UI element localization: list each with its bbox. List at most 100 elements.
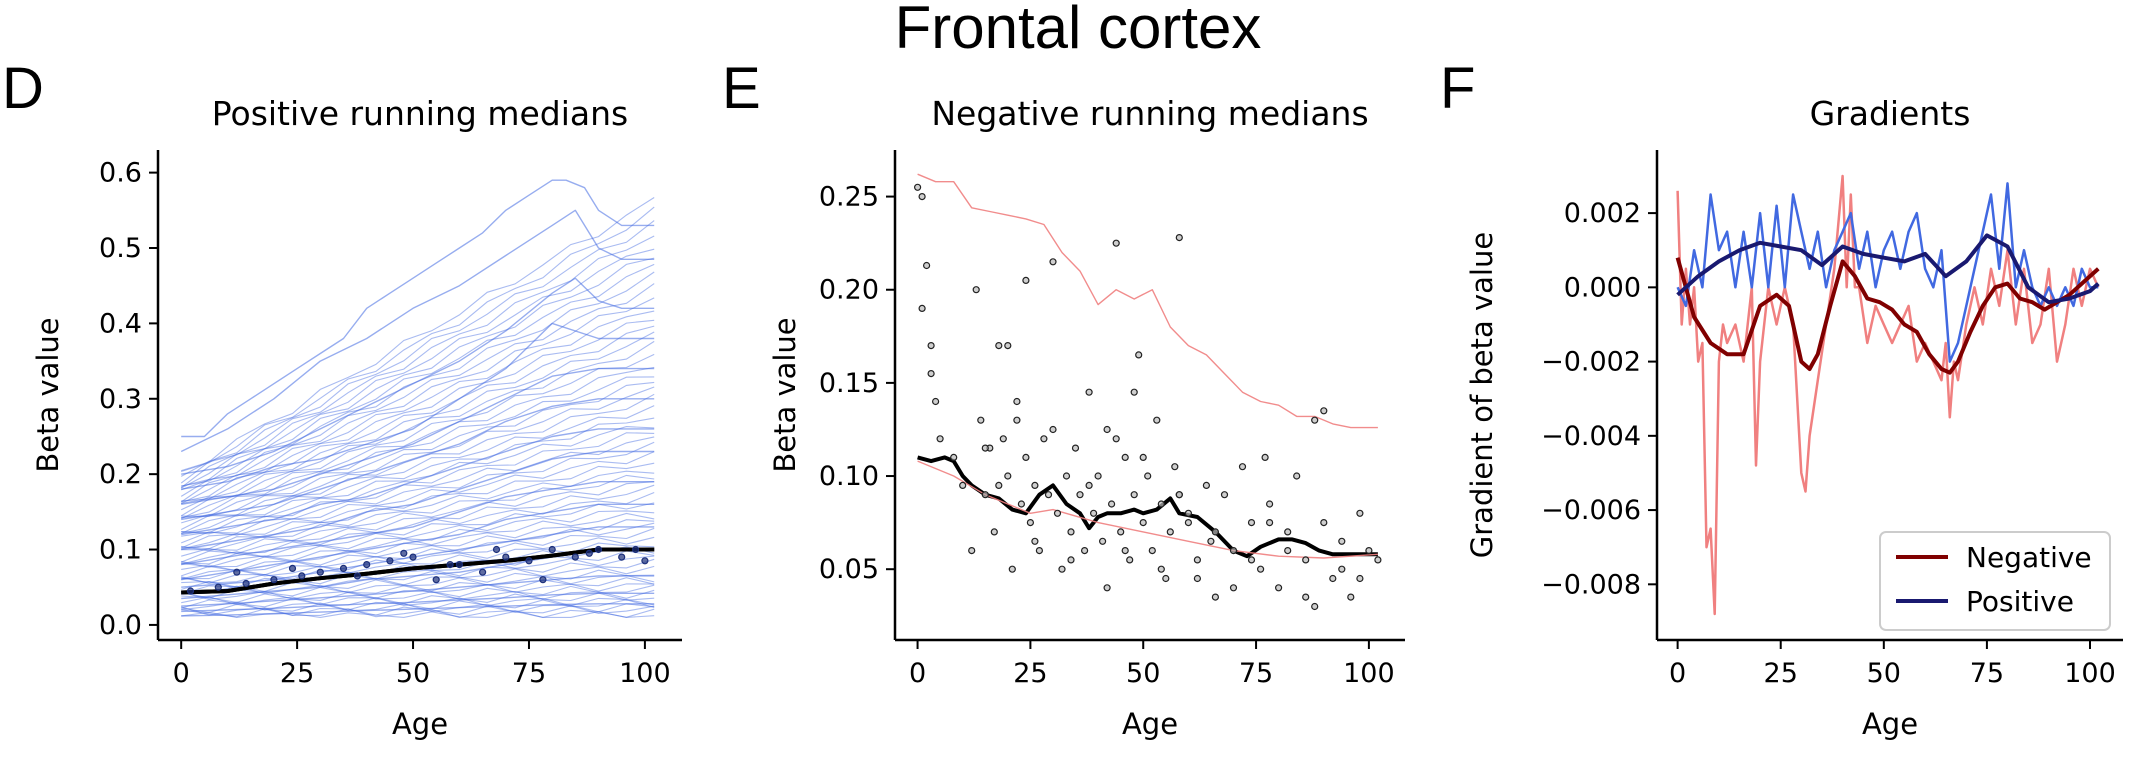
data-point-103	[1022, 276, 1030, 284]
data-point-20	[1022, 453, 1030, 461]
legend: Negative Positive	[1879, 531, 2111, 631]
data-point-25	[1044, 491, 1053, 499]
x-axis-label: Age	[1122, 707, 1178, 741]
data-point-46	[1139, 518, 1147, 527]
data-point-109	[1311, 416, 1319, 424]
y-axis-label: Beta value	[768, 317, 802, 472]
series-line-5	[181, 367, 655, 505]
y-tick-label-3: 0.20	[819, 275, 879, 306]
data-point-50	[1157, 500, 1165, 508]
data-point-14	[525, 557, 533, 565]
x-tick-label-1: 25	[280, 658, 314, 689]
band-line-30	[180, 470, 655, 549]
y-tick-label-4: 0.000	[1564, 272, 1641, 303]
band-line-44	[180, 353, 655, 511]
band-line-26	[181, 491, 655, 551]
panel-title: Gradients	[1810, 94, 1971, 133]
data-point-4	[298, 572, 306, 580]
data-point-32	[1076, 491, 1084, 499]
data-point-102	[1004, 342, 1012, 350]
y-tick-label-5: 0.002	[1564, 198, 1641, 229]
data-point-10	[977, 416, 985, 424]
data-point-52	[1166, 528, 1174, 536]
data-point-1	[918, 193, 926, 201]
data-point-16	[1004, 472, 1012, 480]
data-point-2	[242, 579, 250, 588]
data-point-7	[363, 560, 371, 569]
data-point-59	[1211, 593, 1220, 601]
panel-letter: E	[722, 56, 761, 121]
band-line-14	[181, 558, 655, 584]
data-point-81	[1031, 537, 1039, 545]
band-line-37	[180, 417, 655, 530]
band-line-43	[180, 366, 655, 517]
data-point-63	[1247, 518, 1256, 527]
y-tick-label-1: −0.006	[1541, 495, 1641, 526]
data-point-69	[1302, 556, 1310, 564]
data-point-86	[1121, 546, 1129, 555]
data-point-90	[1193, 574, 1202, 583]
data-point-67	[1284, 528, 1292, 536]
data-point-99	[1356, 574, 1364, 583]
data-point-41	[1117, 528, 1125, 536]
band-line-22	[181, 519, 655, 565]
data-point-10	[432, 576, 440, 584]
data-point-68	[1293, 472, 1301, 480]
series-line-7	[181, 428, 655, 536]
data-point-108	[1261, 453, 1269, 461]
series-line-4	[181, 322, 655, 490]
band-line-35	[181, 432, 655, 534]
data-point-31	[1071, 444, 1080, 452]
data-point-11	[455, 560, 463, 569]
data-point-35	[1089, 509, 1098, 517]
x-tick-label-3: 75	[1970, 658, 2004, 689]
x-tick-label-1: 25	[1013, 658, 1047, 689]
data-point-85	[1103, 584, 1111, 592]
band-line-57	[180, 220, 655, 477]
series-line-1	[181, 179, 655, 438]
band-line-7	[181, 589, 655, 603]
data-point-49	[1153, 416, 1161, 424]
series-line-1	[1676, 182, 2099, 363]
data-point-3	[270, 576, 278, 584]
data-point-9	[409, 553, 417, 561]
series-line-10	[181, 503, 655, 581]
x-tick-label-4: 100	[619, 658, 671, 689]
data-point-21	[1026, 518, 1035, 527]
data-point-79	[995, 481, 1003, 489]
data-point-97	[1320, 407, 1328, 415]
data-point-7	[959, 481, 967, 489]
series-line-3	[181, 277, 655, 475]
data-point-36	[1094, 472, 1102, 480]
data-point-15	[548, 545, 556, 554]
data-point-101	[927, 370, 935, 378]
band-line-31	[180, 462, 655, 544]
data-point-82	[1049, 425, 1057, 434]
y-axis-label: Gradient of beta value	[1465, 232, 1499, 558]
band-line-11	[181, 574, 655, 595]
data-point-3	[927, 342, 935, 350]
points-group	[913, 183, 1382, 611]
band-line-55	[180, 248, 655, 489]
y-tick-label-3: −0.002	[1541, 347, 1641, 378]
data-point-72	[1329, 574, 1337, 583]
data-point-6	[950, 453, 958, 461]
band-line-38	[181, 405, 655, 524]
data-point-39	[1107, 500, 1116, 508]
data-point-106	[1175, 491, 1183, 499]
data-point-16	[571, 553, 579, 561]
data-point-87	[1139, 453, 1147, 461]
data-point-60	[1220, 491, 1229, 499]
band-line-9	[181, 583, 655, 599]
band-line-19	[181, 536, 655, 572]
band-line-51	[181, 283, 655, 491]
legend-label-1: Positive	[1966, 585, 2074, 618]
data-point-74	[1347, 593, 1355, 601]
band-line-33	[181, 441, 655, 535]
panel-f: F Gradients 0 25 50 75 100 −0.008 −0.006 −0.004 −0…	[1440, 56, 2123, 741]
band-line-25	[181, 502, 655, 557]
series-group	[917, 173, 1378, 559]
band-line-56	[180, 235, 655, 484]
band-line-39	[181, 393, 655, 518]
